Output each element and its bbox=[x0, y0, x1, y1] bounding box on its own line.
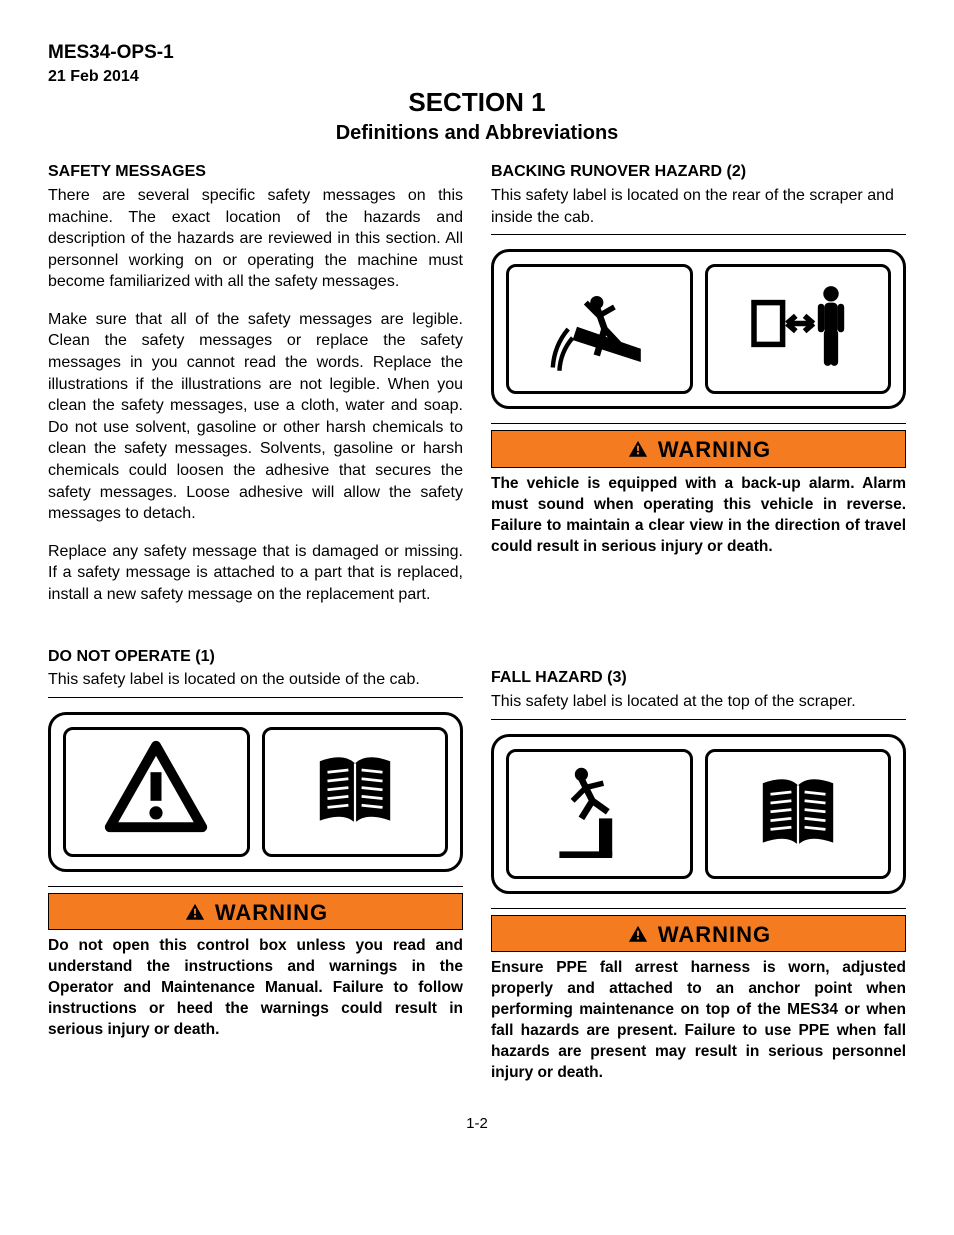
safety-para-3: Replace any safety message that is damag… bbox=[48, 541, 463, 606]
pictogram-backing-runover bbox=[491, 249, 906, 409]
warning-banner: WARNING bbox=[491, 430, 906, 468]
warning-banner: WARNING bbox=[48, 893, 463, 931]
safety-para-2: Make sure that all of the safety message… bbox=[48, 309, 463, 525]
warning-triangle-icon bbox=[626, 438, 650, 462]
document-code: MES34-OPS-1 bbox=[48, 40, 906, 66]
runover-person-icon bbox=[506, 264, 693, 394]
do-not-operate-heading: DO NOT OPERATE (1) bbox=[48, 646, 463, 668]
safety-para-1: There are several specific safety messag… bbox=[48, 185, 463, 293]
do-not-operate-location: This safety label is located on the outs… bbox=[48, 669, 463, 691]
fall-hazard-location: This safety label is located at the top … bbox=[491, 691, 906, 713]
warning-body-3: Ensure PPE fall arrest harness is worn, … bbox=[491, 958, 906, 1084]
backing-runover-block: BACKING RUNOVER HAZARD (2) This safety l… bbox=[491, 161, 906, 557]
right-column: BACKING RUNOVER HAZARD (2) This safety l… bbox=[491, 161, 906, 1084]
warning-triangle-icon bbox=[183, 901, 207, 925]
divider bbox=[48, 697, 463, 698]
section-subtitle: Definitions and Abbreviations bbox=[48, 120, 906, 147]
warning-body-2: The vehicle is equipped with a back-up a… bbox=[491, 474, 906, 558]
left-column: SAFETY MESSAGES There are several specif… bbox=[48, 161, 463, 1084]
divider bbox=[48, 886, 463, 887]
divider bbox=[491, 234, 906, 235]
warning-body-1: Do not open this control box unless you … bbox=[48, 936, 463, 1041]
two-column-layout: SAFETY MESSAGES There are several specif… bbox=[48, 161, 906, 1084]
divider bbox=[491, 908, 906, 909]
backing-runover-heading: BACKING RUNOVER HAZARD (2) bbox=[491, 161, 906, 183]
fall-hazard-block: FALL HAZARD (3) This safety label is loc… bbox=[491, 667, 906, 1083]
warning-banner: WARNING bbox=[491, 915, 906, 953]
fall-hazard-heading: FALL HAZARD (3) bbox=[491, 667, 906, 689]
manual-icon bbox=[705, 749, 892, 879]
backing-runover-location: This safety label is located on the rear… bbox=[491, 185, 906, 228]
clearance-person-icon bbox=[705, 264, 892, 394]
safety-messages-heading: SAFETY MESSAGES bbox=[48, 161, 463, 183]
warning-label: WARNING bbox=[658, 920, 771, 950]
falling-person-icon bbox=[506, 749, 693, 879]
document-header: MES34-OPS-1 21 Feb 2014 bbox=[48, 40, 906, 87]
page-number: 1-2 bbox=[48, 1114, 906, 1134]
warning-label: WARNING bbox=[658, 435, 771, 465]
divider bbox=[491, 719, 906, 720]
manual-icon bbox=[262, 727, 449, 857]
warning-triangle-icon bbox=[626, 923, 650, 947]
pictogram-do-not-operate bbox=[48, 712, 463, 872]
warning-label: WARNING bbox=[215, 898, 328, 928]
pictogram-fall-hazard bbox=[491, 734, 906, 894]
section-title: SECTION 1 bbox=[48, 85, 906, 120]
do-not-operate-block: DO NOT OPERATE (1) This safety label is … bbox=[48, 646, 463, 1041]
document-date: 21 Feb 2014 bbox=[48, 66, 906, 88]
alert-triangle-icon bbox=[63, 727, 250, 857]
divider bbox=[491, 423, 906, 424]
